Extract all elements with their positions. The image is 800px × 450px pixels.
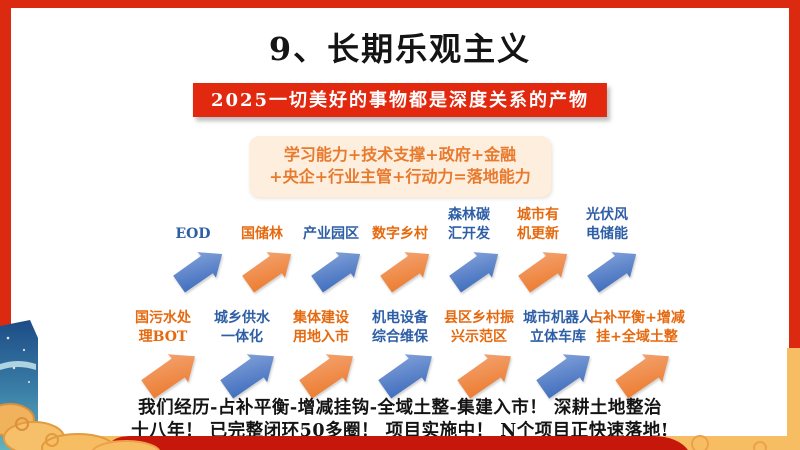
pipeline-item-label: 占补平衡+增减 挂+全域土整 — [589, 309, 685, 346]
pipeline-item: 县区乡村振 兴示范区 — [442, 306, 517, 399]
star-dots — [6, 336, 30, 383]
frame-border-right — [789, 0, 800, 352]
up-right-arrow-icon — [587, 252, 637, 293]
pipeline-item: EOD — [161, 203, 225, 294]
pipeline-item-label: 产业园区 — [303, 226, 359, 243]
pipeline-item: 集体建设 用地入市 — [284, 306, 359, 399]
capability-line-2: +央企+行业主管+行动力=落地能力 — [269, 167, 531, 187]
up-right-arrow-icon — [141, 354, 195, 399]
pipeline-item: 占补平衡+增减 挂+全域土整 — [589, 306, 685, 399]
arrow-grid-row-2: 国污水处 理BOT 城乡供水 一体化 集体建设 用地入市 机电设备 综合维保 县区乡村振… — [0, 306, 800, 399]
pipeline-item-label: 机电设备 综合维保 — [372, 309, 428, 346]
arrow-grid-row-1: EOD 国储林 产业园区 数字乡村 森林碳 汇开发 城市有 机更新 光伏风 电储能 — [0, 203, 800, 294]
capability-box: 学习能力+技术支撑+政府+金融 +央企+行业主管+行动力=落地能力 — [249, 136, 551, 197]
pipeline-item-label: 森林碳 汇开发 — [448, 206, 490, 243]
pipeline-item: 城市有 机更新 — [506, 203, 570, 294]
pipeline-item-label: 国污水处 理BOT — [135, 309, 191, 346]
up-right-arrow-icon — [311, 252, 361, 293]
pipeline-item: 光伏风 电储能 — [575, 203, 639, 294]
pipeline-item: 城乡供水 一体化 — [205, 306, 280, 399]
gold-clouds — [0, 403, 160, 450]
up-right-arrow-icon — [173, 252, 223, 293]
up-right-arrow-icon — [299, 354, 353, 399]
frame-border-top — [0, 0, 800, 8]
pipeline-item: 国储林 — [230, 203, 294, 294]
pipeline-item-label: EOD — [175, 226, 211, 243]
up-right-arrow-icon — [615, 354, 669, 399]
pipeline-item: 森林碳 汇开发 — [437, 203, 501, 294]
pipeline-item-label: 县区乡村振 兴示范区 — [444, 309, 514, 346]
pipeline-item-label: 集体建设 用地入市 — [293, 309, 349, 346]
decor-gold-strip — [0, 435, 800, 450]
pipeline-item: 机电设备 综合维保 — [363, 306, 438, 399]
decor-mountain-clouds — [0, 320, 160, 450]
slide-title: 9、长期乐观主义 — [268, 30, 532, 68]
up-right-arrow-icon — [378, 354, 432, 399]
pipeline-item-label: 城市机器人 立体车库 — [523, 309, 593, 346]
up-right-arrow-icon — [242, 252, 292, 293]
up-right-arrow-icon — [220, 354, 274, 399]
pipeline-item-label: 数字乡村 — [372, 226, 428, 243]
frame-border-right-gold — [787, 348, 800, 450]
pipeline-item: 产业园区 — [299, 203, 363, 294]
up-right-arrow-icon — [518, 252, 568, 293]
pipeline-item-label: 国储林 — [241, 226, 283, 243]
pipeline-item: 城市机器人 立体车库 — [521, 306, 596, 399]
up-right-arrow-icon — [449, 252, 499, 293]
capability-line-1: 学习能力+技术支撑+政府+金融 — [283, 145, 517, 164]
up-right-arrow-icon — [380, 252, 430, 293]
pipeline-item: 数字乡村 — [368, 203, 432, 294]
frame-border-left — [0, 0, 11, 450]
up-right-arrow-icon — [536, 354, 590, 399]
pipeline-item-label: 城市有 机更新 — [517, 206, 559, 243]
pipeline-item-label: 光伏风 电储能 — [586, 206, 628, 243]
subtitle-banner: 2025一切美好的事物都是深度关系的产物 — [192, 83, 608, 117]
pipeline-item: 国污水处 理BOT — [126, 306, 201, 399]
footer-line-1: 我们经历-占补平衡-增减挂钩-全域土整-集建入市！ 深耕土地整治 — [138, 398, 662, 418]
decor-red-ribbon — [112, 436, 688, 450]
up-right-arrow-icon — [457, 354, 511, 399]
pipeline-item-label: 城乡供水 一体化 — [214, 309, 270, 346]
